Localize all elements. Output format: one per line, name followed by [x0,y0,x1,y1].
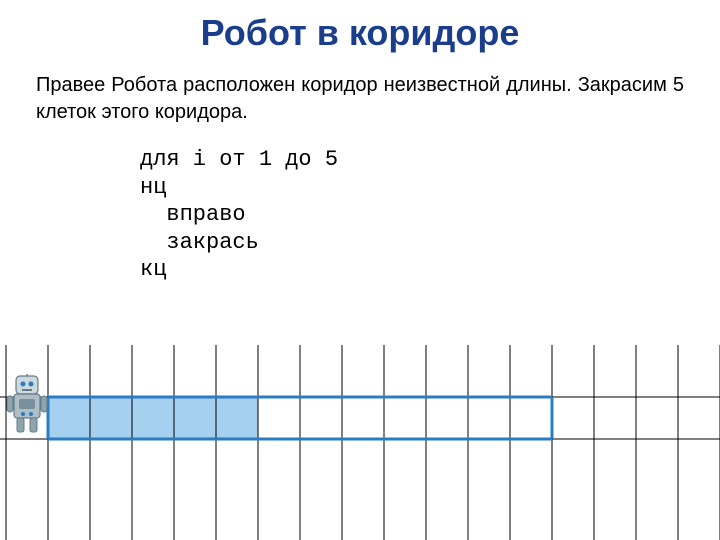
code-line: для i от 1 до 5 [140,147,338,172]
code-block: для i от 1 до 5 нц вправо закрась кц [0,126,720,284]
code-line: кц [140,257,166,282]
grid-diagram [0,345,720,540]
page-title: Робот в коридоре [0,0,720,54]
code-line: вправо [140,202,246,227]
robot-icon [4,374,50,434]
description-text: Правее Робота расположен коридор неизвес… [0,54,720,126]
code-line: нц [140,175,166,200]
code-line: закрась [140,230,259,255]
